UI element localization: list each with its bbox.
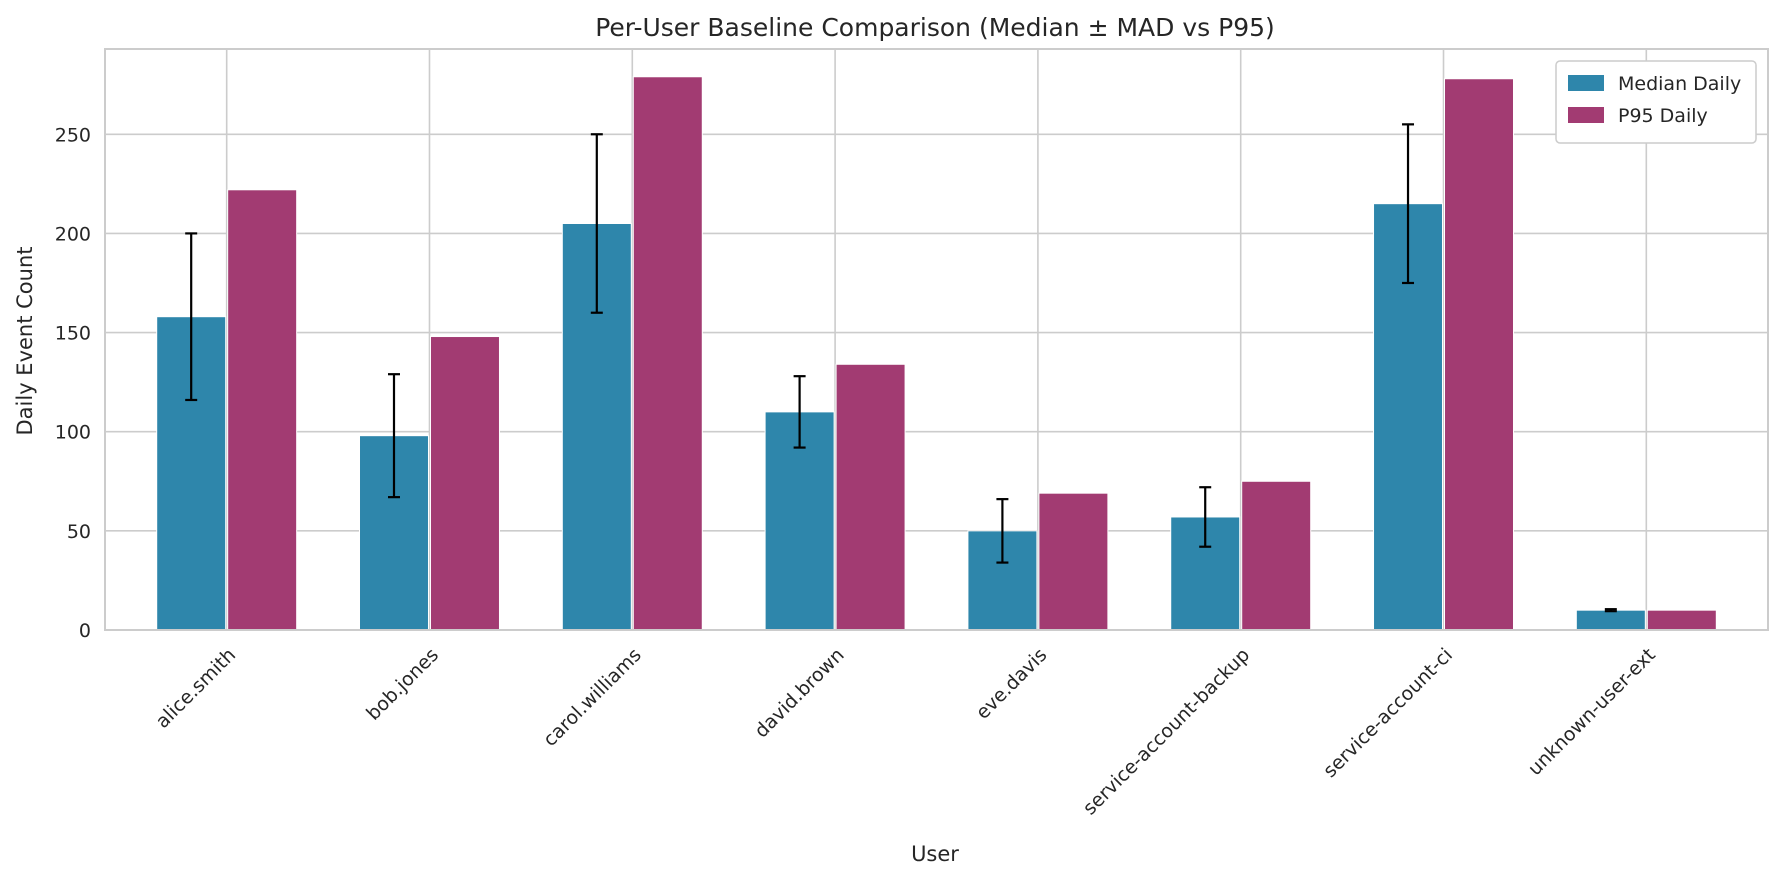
grid-layer bbox=[105, 49, 1768, 631]
bar-p95-daily[interactable] bbox=[429, 336, 500, 631]
bars-layer bbox=[156, 76, 1717, 631]
legend[interactable]: Median Daily P95 Daily bbox=[1555, 60, 1757, 144]
y-tick-labels: 0 50 100 150 200 250 bbox=[55, 124, 91, 642]
error-bars-layer bbox=[185, 123, 1617, 613]
y-tick-label: 250 bbox=[55, 124, 91, 146]
y-tick-label: 50 bbox=[67, 521, 91, 543]
x-axis-label: User bbox=[911, 842, 959, 866]
y-axis-label: Daily Event Count bbox=[13, 246, 37, 435]
bar-p95-daily[interactable] bbox=[632, 76, 703, 631]
bar-p95-daily[interactable] bbox=[1444, 78, 1514, 631]
legend-label: Median Daily bbox=[1618, 73, 1741, 95]
y-tick-label: 200 bbox=[55, 223, 91, 245]
legend-swatch bbox=[1568, 75, 1604, 91]
y-tick-label: 0 bbox=[79, 620, 91, 642]
bar-median-daily[interactable] bbox=[1575, 609, 1646, 631]
legend-swatch bbox=[1568, 107, 1604, 123]
legend-label: P95 Daily bbox=[1618, 105, 1708, 127]
plot-frame bbox=[104, 48, 1769, 631]
y-tick-label: 150 bbox=[55, 323, 91, 345]
bar-p95-daily[interactable] bbox=[227, 189, 298, 631]
bar-p95-daily[interactable] bbox=[835, 363, 906, 631]
chart-title: Per-User Baseline Comparison (Median ± M… bbox=[595, 13, 1275, 42]
legend-box bbox=[1555, 60, 1757, 144]
y-tick-label: 100 bbox=[55, 422, 91, 444]
bar-p95-daily[interactable] bbox=[1241, 480, 1312, 631]
bar-p95-daily[interactable] bbox=[1038, 492, 1109, 631]
bar-p95-daily[interactable] bbox=[1646, 609, 1717, 631]
